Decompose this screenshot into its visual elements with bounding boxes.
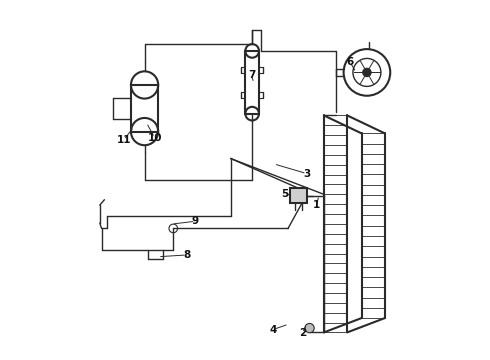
- Text: 6: 6: [346, 57, 353, 67]
- Bar: [290, 188, 307, 203]
- Text: 11: 11: [117, 135, 131, 145]
- Text: 3: 3: [303, 168, 310, 179]
- Text: 5: 5: [282, 189, 289, 199]
- Bar: [131, 85, 158, 132]
- Text: 2: 2: [299, 328, 306, 338]
- Text: 8: 8: [183, 250, 191, 260]
- Text: 7: 7: [248, 70, 255, 80]
- Bar: [245, 51, 259, 114]
- Circle shape: [305, 323, 314, 333]
- Text: 10: 10: [147, 133, 162, 143]
- Circle shape: [363, 68, 371, 77]
- Text: 9: 9: [192, 216, 199, 226]
- Text: 1: 1: [313, 200, 320, 210]
- Text: 4: 4: [270, 325, 277, 334]
